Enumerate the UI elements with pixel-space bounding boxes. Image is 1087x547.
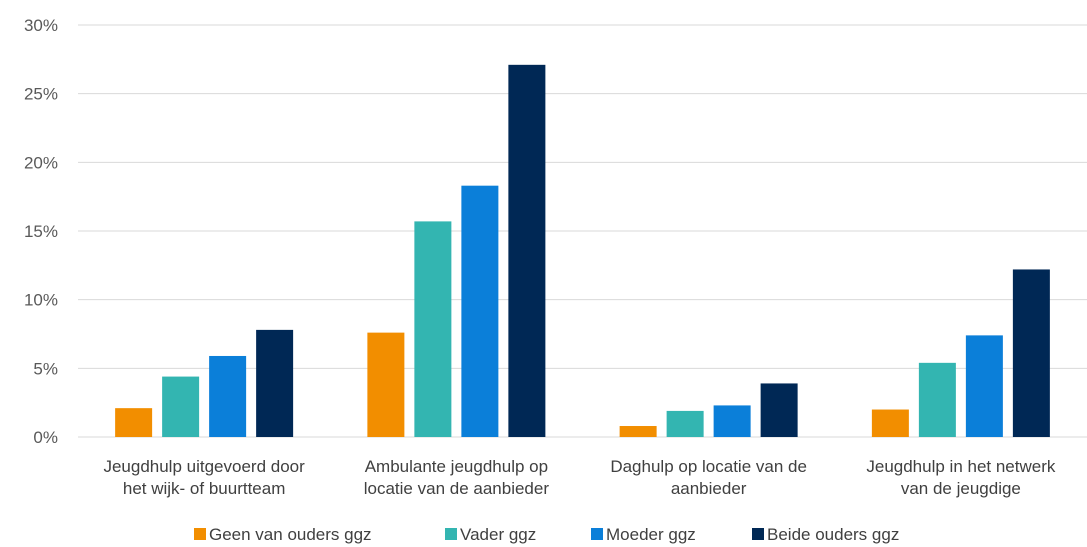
y-tick-label: 0% — [33, 428, 58, 447]
bar-vader-ggz — [666, 410, 704, 437]
category-label: het wijk- of buurtteam — [123, 479, 286, 498]
legend-item: Vader ggz — [445, 525, 536, 544]
category-labels: Jeugdhulp uitgevoerd door het wijk- of bu… — [103, 457, 1055, 498]
legend-item: Geen van ouders ggz — [194, 525, 372, 544]
bar-moeder-ggz — [461, 185, 499, 437]
bar-vader-ggz — [162, 376, 200, 437]
y-tick-label: 20% — [24, 153, 58, 172]
legend-item: Moeder ggz — [591, 525, 696, 544]
bar-moeder-ggz — [965, 335, 1003, 437]
bar-beide-ouders-ggz — [760, 383, 798, 437]
y-axis-ticks: 0% 5% 10% 15% 20% 25% 30% — [24, 16, 58, 447]
bars — [115, 64, 1050, 438]
bar-vader-ggz — [918, 362, 956, 437]
bar-geen-van-ouders-ggz — [367, 332, 405, 437]
legend-item: Beide ouders ggz — [752, 525, 899, 544]
bar-moeder-ggz — [713, 405, 751, 437]
legend-label: Geen van ouders ggz — [209, 525, 372, 544]
category-label: Jeugdhulp in het netwerk — [866, 457, 1056, 476]
category-label: van de jeugdige — [901, 479, 1021, 498]
y-tick-label: 25% — [24, 85, 58, 104]
y-tick-label: 30% — [24, 16, 58, 35]
legend: Geen van ouders ggz Vader ggz Moeder ggz Be… — [194, 525, 899, 544]
y-tick-label: 5% — [33, 359, 58, 378]
legend-swatch — [194, 528, 206, 540]
y-tick-label: 15% — [24, 222, 58, 241]
bar-beide-ouders-ggz — [256, 329, 294, 437]
category-label: Ambulante jeugdhulp op — [365, 457, 548, 476]
y-tick-label: 10% — [24, 291, 58, 310]
bar-geen-van-ouders-ggz — [871, 409, 909, 437]
legend-swatch — [591, 528, 603, 540]
legend-label: Vader ggz — [460, 525, 536, 544]
legend-swatch — [445, 528, 457, 540]
bar-vader-ggz — [414, 221, 452, 437]
category-label: Jeugdhulp uitgevoerd door — [103, 457, 305, 476]
bar-moeder-ggz — [209, 355, 247, 437]
bar-beide-ouders-ggz — [508, 64, 546, 438]
category-label: Daghulp op locatie van de — [610, 457, 807, 476]
legend-label: Moeder ggz — [606, 525, 696, 544]
category-label: locatie van de aanbieder — [364, 479, 550, 498]
gridlines — [78, 24, 1087, 438]
bar-geen-van-ouders-ggz — [115, 408, 153, 437]
legend-label: Beide ouders ggz — [767, 525, 899, 544]
category-label: aanbieder — [671, 479, 747, 498]
bar-beide-ouders-ggz — [1012, 269, 1050, 437]
bar-geen-van-ouders-ggz — [619, 426, 657, 437]
legend-swatch — [752, 528, 764, 540]
